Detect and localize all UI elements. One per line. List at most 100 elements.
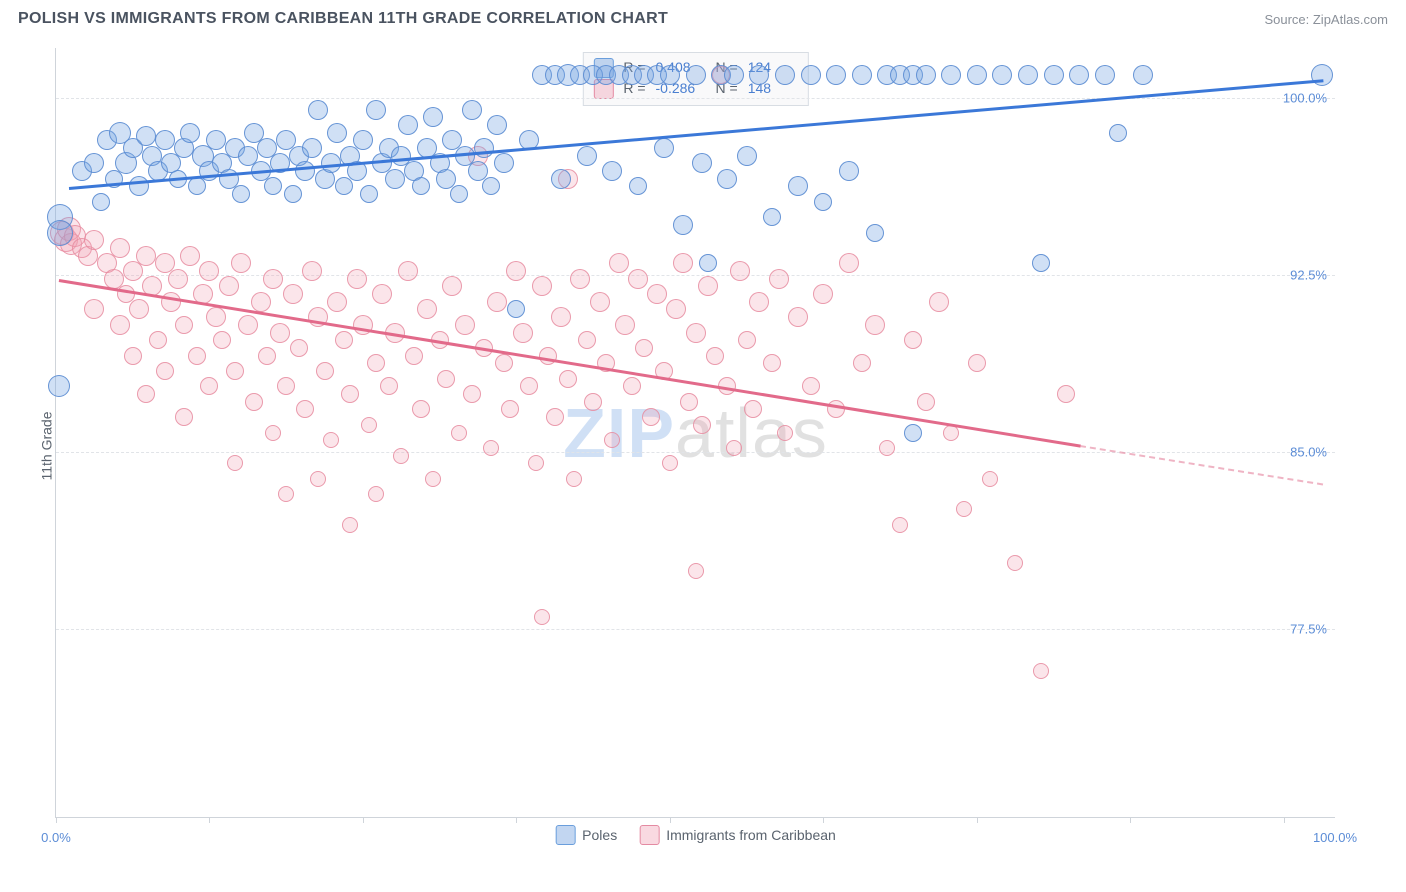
watermark-part1: ZIP: [563, 394, 675, 472]
y-tick-label: 100.0%: [1283, 90, 1327, 105]
point-series-b: [149, 331, 167, 349]
point-series-a: [398, 115, 418, 135]
point-series-b: [161, 292, 181, 312]
point-series-a: [136, 126, 156, 146]
point-series-b: [738, 331, 756, 349]
point-series-a: [1133, 65, 1153, 85]
point-series-a: [839, 161, 859, 181]
point-series-b: [200, 377, 218, 395]
point-series-a: [904, 424, 922, 442]
point-series-b: [316, 362, 334, 380]
point-series-a: [462, 100, 482, 120]
point-series-a: [206, 130, 226, 150]
point-series-b: [110, 238, 130, 258]
point-series-a: [360, 185, 378, 203]
point-series-b: [84, 299, 104, 319]
x-tick: [823, 817, 824, 823]
point-series-a: [48, 375, 70, 397]
legend-swatch-a-icon: [555, 825, 575, 845]
point-series-b: [263, 269, 283, 289]
point-series-b: [368, 486, 384, 502]
point-series-b: [892, 517, 908, 533]
point-series-a: [423, 107, 443, 127]
chart-area: ZIPatlas R = 0.408 N = 124 R = -0.286 N …: [55, 48, 1335, 818]
point-series-a: [801, 65, 821, 85]
point-series-a: [1018, 65, 1038, 85]
point-series-b: [129, 299, 149, 319]
x-tick: [56, 817, 57, 823]
legend-label-a: Poles: [582, 827, 617, 843]
point-series-a: [788, 176, 808, 196]
point-series-b: [380, 377, 398, 395]
point-series-b: [929, 292, 949, 312]
point-series-b: [982, 471, 998, 487]
legend-item-a: Poles: [555, 825, 617, 845]
point-series-b: [258, 347, 276, 365]
point-series-b: [290, 339, 308, 357]
point-series-a: [775, 65, 795, 85]
point-series-b: [777, 425, 793, 441]
point-series-a: [763, 208, 781, 226]
point-series-b: [226, 362, 244, 380]
point-series-b: [175, 408, 193, 426]
point-series-a: [717, 169, 737, 189]
point-series-a: [551, 169, 571, 189]
point-series-b: [506, 261, 526, 281]
point-series-b: [437, 370, 455, 388]
point-series-b: [769, 269, 789, 289]
point-series-b: [501, 400, 519, 418]
point-series-a: [450, 185, 468, 203]
point-series-b: [686, 323, 706, 343]
point-series-a: [302, 138, 322, 158]
point-series-a: [264, 177, 282, 195]
point-series-b: [231, 253, 251, 273]
point-series-b: [213, 331, 231, 349]
legend-label-b: Immigrants from Caribbean: [666, 827, 836, 843]
point-series-b: [968, 354, 986, 372]
point-series-a: [507, 300, 525, 318]
point-series-b: [628, 269, 648, 289]
point-series-b: [180, 246, 200, 266]
point-series-a: [686, 65, 706, 85]
point-series-b: [623, 377, 641, 395]
trend-line-b-dashed: [1080, 445, 1324, 485]
point-series-b: [302, 261, 322, 281]
point-series-b: [566, 471, 582, 487]
point-series-a: [826, 65, 846, 85]
point-series-b: [137, 385, 155, 403]
point-series-b: [156, 362, 174, 380]
point-series-b: [615, 315, 635, 335]
point-series-b: [296, 400, 314, 418]
point-series-a: [353, 130, 373, 150]
point-series-a: [1044, 65, 1064, 85]
point-series-b: [347, 269, 367, 289]
point-series-a: [852, 65, 872, 85]
point-series-b: [188, 347, 206, 365]
point-series-b: [662, 455, 678, 471]
point-series-b: [578, 331, 596, 349]
point-series-a: [737, 146, 757, 166]
point-series-b: [693, 416, 711, 434]
point-series-b: [323, 432, 339, 448]
point-series-a: [660, 65, 680, 85]
point-series-a: [155, 130, 175, 150]
point-series-a: [494, 153, 514, 173]
point-series-b: [372, 284, 392, 304]
point-series-a: [385, 169, 405, 189]
point-series-a: [487, 115, 507, 135]
point-series-b: [245, 393, 263, 411]
point-series-b: [609, 253, 629, 273]
point-series-b: [534, 609, 550, 625]
point-series-b: [904, 331, 922, 349]
y-tick-label: 77.5%: [1290, 621, 1327, 636]
point-series-b: [238, 315, 258, 335]
point-series-b: [763, 354, 781, 372]
y-tick-label: 92.5%: [1290, 267, 1327, 282]
point-series-a: [92, 193, 110, 211]
point-series-b: [393, 448, 409, 464]
point-series-a: [654, 138, 674, 158]
point-series-b: [570, 269, 590, 289]
trend-line-b: [58, 279, 1080, 447]
point-series-a: [577, 146, 597, 166]
point-series-b: [327, 292, 347, 312]
